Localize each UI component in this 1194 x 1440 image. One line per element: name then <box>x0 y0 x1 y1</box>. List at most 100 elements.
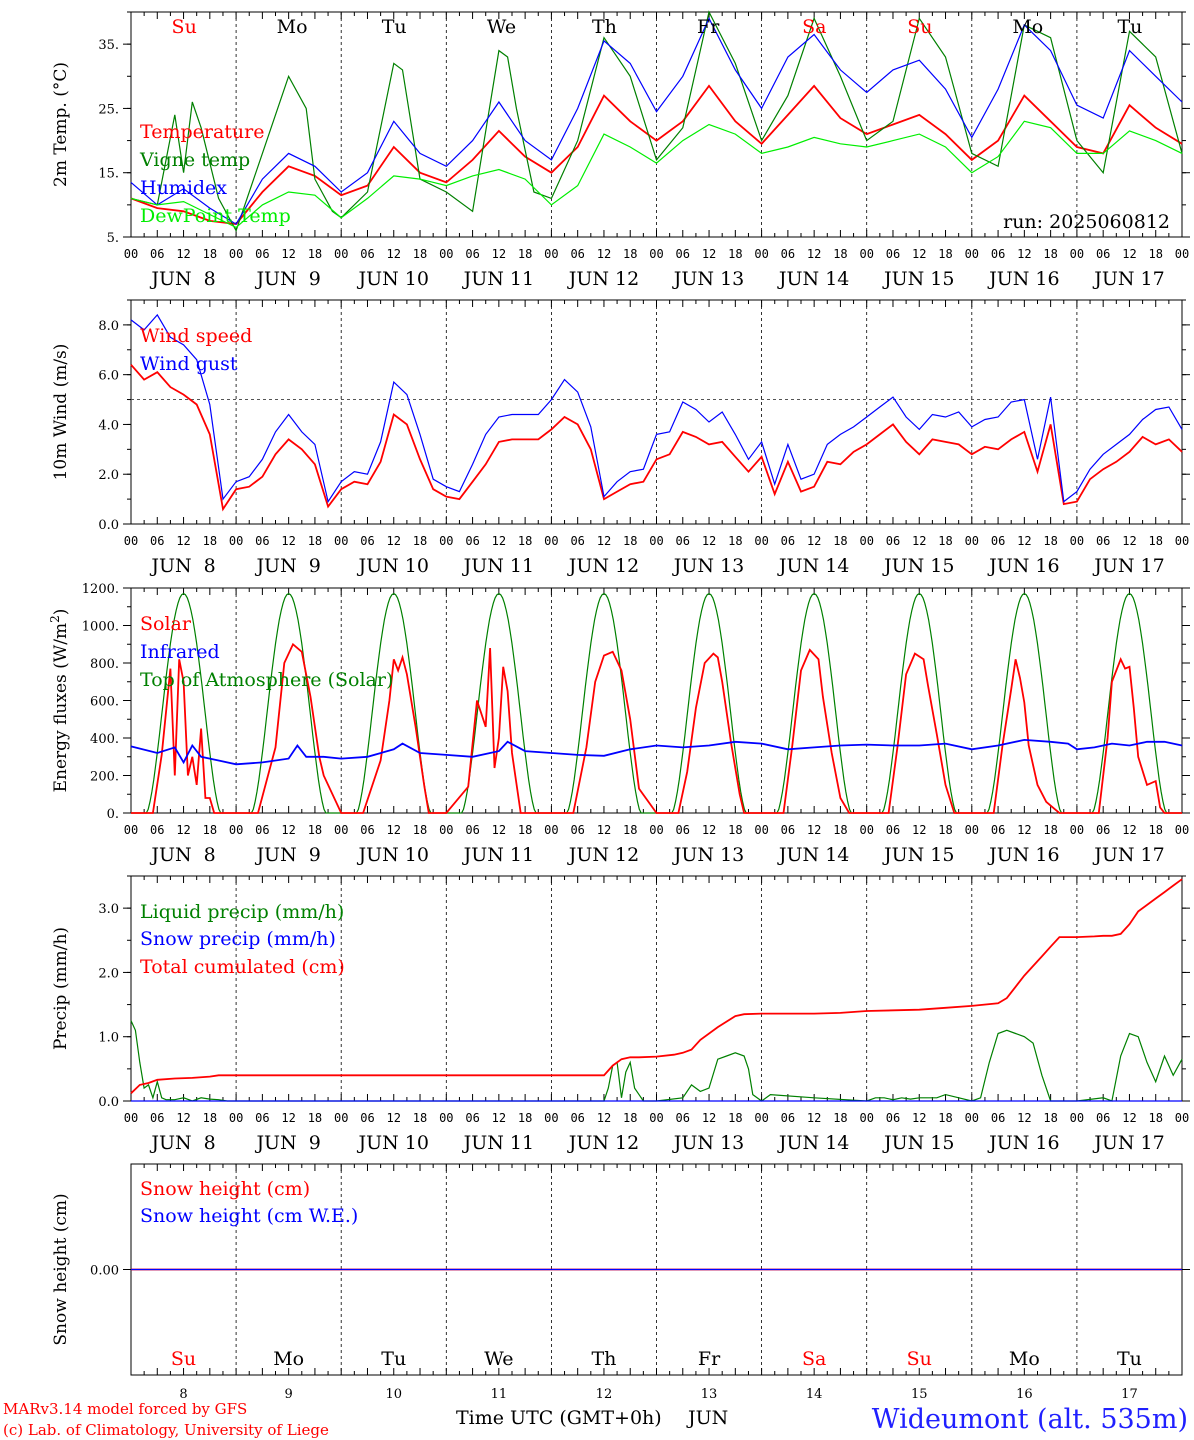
x-hour-label: 12 <box>281 1111 295 1125</box>
y-tick-label: 0. <box>107 807 119 822</box>
x-hour-label: 00 <box>439 534 453 548</box>
x-hour-label: 12 <box>387 823 401 837</box>
y-tick-label: 1.0 <box>98 1031 119 1046</box>
weekday-label-top: We <box>487 16 516 38</box>
y-tick-label: 4.0 <box>98 418 119 433</box>
x-hour-label: 00 <box>334 247 348 261</box>
series-line-dewpoint-temp <box>130 120 1183 229</box>
y-axis-label: 10m Wind (m/s) <box>51 344 71 481</box>
x-hour-label: 00 <box>1175 1111 1189 1125</box>
x-hour-label: 06 <box>255 823 269 837</box>
x-hour-label: 18 <box>413 534 427 548</box>
x-day-label: JUN 11 <box>462 1132 534 1154</box>
x-hour-label: 12 <box>1122 1111 1136 1125</box>
x-hour-label: 12 <box>281 534 295 548</box>
x-hour-label: 06 <box>886 534 900 548</box>
series-line-wind-gust <box>130 313 1183 504</box>
x-hour-label: 00 <box>124 823 138 837</box>
x-hour-label: 18 <box>203 823 217 837</box>
x-hour-label: 06 <box>570 247 584 261</box>
footer-model-credit: MARv3.14 model forced by GFS <box>3 1400 247 1418</box>
x-hour-label: 00 <box>1070 534 1084 548</box>
y-tick-label: 0.00 <box>90 1264 119 1279</box>
day-number-label: 11 <box>491 1387 508 1402</box>
x-hour-label: 18 <box>623 534 637 548</box>
x-hour-label: 00 <box>1175 534 1189 548</box>
y-tick-label: 600. <box>90 695 119 710</box>
weekday-label-bottom: Mo <box>273 1348 304 1370</box>
x-hour-label: 00 <box>965 1111 979 1125</box>
series-line-humidex <box>130 17 1183 225</box>
x-hour-label: 18 <box>308 534 322 548</box>
x-hour-label: 12 <box>281 823 295 837</box>
day-number-label: 10 <box>385 1387 402 1402</box>
x-day-label: JUN 12 <box>567 555 639 577</box>
y-tick-label: 400. <box>90 732 119 747</box>
x-hour-label: 00 <box>229 534 243 548</box>
legend-entry: Total cumulated (cm) <box>140 956 345 978</box>
x-hour-label: 00 <box>1070 247 1084 261</box>
x-hour-label: 12 <box>387 247 401 261</box>
y-tick-label: 2.0 <box>98 966 119 981</box>
x-day-label: JUN 15 <box>882 844 954 866</box>
x-hour-label: 00 <box>544 247 558 261</box>
x-hour-label: 12 <box>912 1111 926 1125</box>
weekday-label-bottom: Tu <box>1117 1348 1142 1370</box>
weekday-label-top: Sa <box>802 16 826 38</box>
x-hour-label: 06 <box>991 1111 1005 1125</box>
x-hour-label: 18 <box>728 1111 742 1125</box>
x-hour-label: 12 <box>1017 247 1031 261</box>
x-hour-label: 18 <box>203 534 217 548</box>
x-hour-label: 00 <box>544 534 558 548</box>
panel-5: 0.00 Snow height (cm) Snow height (cm) Snow… <box>51 1163 1190 1376</box>
x-hour-label: 06 <box>150 247 164 261</box>
y-tick-label: 800. <box>90 657 119 672</box>
x-hour-label: 00 <box>334 534 348 548</box>
x-hour-label: 12 <box>492 823 506 837</box>
y-axis-label: Energy fluxes (W/m2) <box>48 609 71 793</box>
x-hour-label: 18 <box>833 823 847 837</box>
x-hour-label: 18 <box>833 1111 847 1125</box>
x-day-label: JUN 14 <box>777 1132 849 1154</box>
x-hour-label: 00 <box>544 823 558 837</box>
legend-entry: Snow precip (mm/h) <box>140 928 336 950</box>
x-day-label: JUN 11 <box>462 844 534 866</box>
x-hour-label: 06 <box>1096 247 1110 261</box>
x-hour-label: 18 <box>728 247 742 261</box>
x-hour-label: 12 <box>912 823 926 837</box>
y-axis-label: 2m Temp. (°C) <box>51 62 71 187</box>
x-day-label: JUN 9 <box>254 1132 320 1154</box>
day-number-label: 14 <box>806 1387 823 1402</box>
x-hour-label: 18 <box>1148 1111 1162 1125</box>
x-hour-label: 12 <box>702 247 716 261</box>
day-number-label: 15 <box>911 1387 928 1402</box>
weekday-label-bottom: We <box>484 1348 513 1370</box>
series-line-solar <box>131 642 1182 814</box>
x-day-label: JUN 9 <box>254 844 320 866</box>
weekday-label-bottom: Su <box>907 1348 932 1370</box>
x-hour-label: 18 <box>833 247 847 261</box>
x-hour-label: 12 <box>492 534 506 548</box>
x-hour-label: 06 <box>360 823 374 837</box>
x-hour-label: 18 <box>518 823 532 837</box>
plot-frame <box>130 299 1183 525</box>
x-hour-label: 18 <box>938 823 952 837</box>
x-day-label: JUN 15 <box>882 268 954 290</box>
x-hour-label: 06 <box>781 1111 795 1125</box>
y-tick-label: 0.0 <box>98 1095 119 1110</box>
x-day-label: JUN 16 <box>987 1132 1059 1154</box>
x-hour-label: 18 <box>1043 534 1057 548</box>
x-hour-label: 06 <box>465 1111 479 1125</box>
x-hour-label: 00 <box>1070 823 1084 837</box>
x-hour-label: 06 <box>255 247 269 261</box>
plot-frame <box>130 11 1183 238</box>
x-hour-label: 12 <box>597 823 611 837</box>
x-day-label: JUN 12 <box>567 268 639 290</box>
x-hour-label: 06 <box>570 534 584 548</box>
x-hour-label: 00 <box>649 1111 663 1125</box>
x-hour-label: 18 <box>518 247 532 261</box>
x-hour-label: 06 <box>255 1111 269 1125</box>
y-tick-label: 25. <box>98 102 119 117</box>
x-hour-label: 06 <box>255 534 269 548</box>
x-day-label: JUN 8 <box>149 555 215 577</box>
